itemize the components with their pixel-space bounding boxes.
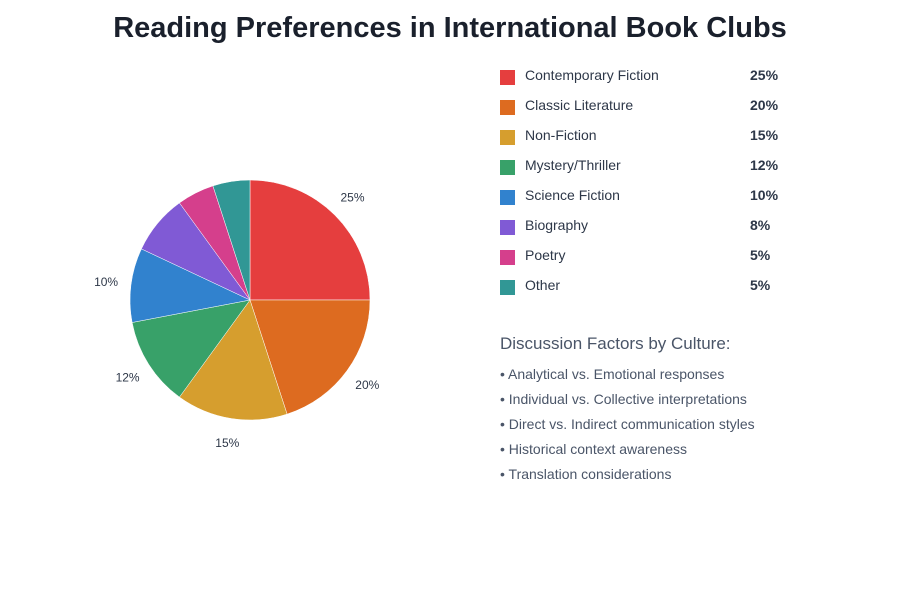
slice-label: 10% [94,275,118,289]
legend-label: Science Fiction [525,187,620,203]
discussion-factors-list: • Analytical vs. Emotional responses • In… [500,366,755,491]
slice-label: 15% [215,436,239,450]
legend-swatch [500,220,515,235]
legend-item: Classic Literature 20% [500,92,820,122]
discussion-factor-item: • Direct vs. Indirect communication styl… [500,416,755,432]
pie-slice-classic-literature [249,299,371,415]
pie-slice-contemporary-fiction [249,179,371,301]
discussion-factor-item: • Historical context awareness [500,441,687,457]
legend-swatch [500,250,515,265]
slice-label: 25% [340,191,364,205]
legend-item: Non-Fiction 15% [500,122,820,152]
pie-slice-science-fiction [129,248,251,323]
legend-label: Biography [525,217,589,233]
legend-percentage: 20% [750,97,779,113]
discussion-title: Discussion Factors by Culture: [500,334,731,353]
legend-percentage: 10% [750,187,779,203]
legend-swatch [500,280,515,295]
legend-swatch [500,160,515,175]
discussion-factor-item: • Analytical vs. Emotional responses [500,366,725,382]
legend-label: Mystery/Thriller [525,157,621,173]
legend: Contemporary Fiction 25% Classic Literatur… [500,62,820,302]
discussion-factor-item: • Individual vs. Collective interpretati… [500,391,747,407]
chart-title: Reading Preferences in International Boo… [113,12,787,44]
pie-slice-non-fiction [179,299,288,421]
legend-percentage: 5% [750,247,771,263]
legend-percentage: 12% [750,157,779,173]
legend-label: Non-Fiction [525,127,597,143]
legend-label: Poetry [525,247,566,263]
legend-label: Other [525,277,561,293]
legend-percentage: 25% [750,67,779,83]
legend-swatch [500,130,515,145]
legend-item: Mystery/Thriller 12% [500,152,820,182]
discussion-panel: Discussion Factors by Culture: • Analyti… [500,334,755,491]
legend-item: Poetry 5% [500,242,820,272]
legend-item: Science Fiction 10% [500,182,820,212]
legend-percentage: 15% [750,127,779,143]
legend-swatch [500,70,515,85]
pie-chart: 25% 20% 15% 12% 10% [94,179,380,450]
legend-label: Contemporary Fiction [525,67,659,83]
pie-slice-mystery-thriller [131,299,251,398]
slice-label: 20% [355,378,379,392]
legend-percentage: 5% [750,277,771,293]
legend-swatch [500,100,515,115]
legend-item: Contemporary Fiction 25% [500,62,820,92]
discussion-factor-item: • Translation considerations [500,466,672,482]
slice-label: 12% [116,371,140,385]
legend-item: Other 5% [500,272,820,302]
legend-percentage: 8% [750,217,771,233]
pie-slice-other [212,179,251,301]
legend-item: Biography 8% [500,212,820,242]
legend-label: Classic Literature [525,97,634,113]
legend-swatch [500,190,515,205]
